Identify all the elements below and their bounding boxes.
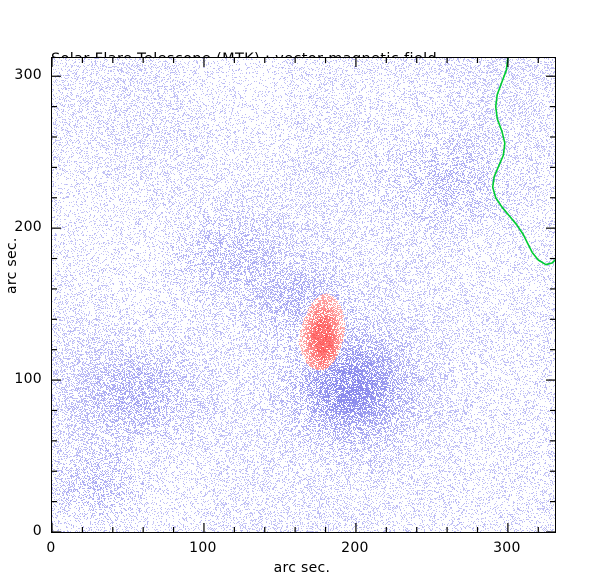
x-axis-title: arc sec. <box>273 560 331 576</box>
plot-area <box>51 57 556 533</box>
x-tick-label: 200 <box>341 540 369 556</box>
x-tick-label: 100 <box>189 540 217 556</box>
magnetogram-image <box>52 58 555 532</box>
y-tick-label: 100 <box>14 371 42 388</box>
x-tick-label: 300 <box>493 540 521 556</box>
y-tick-label: 300 <box>14 67 42 84</box>
x-tick-label: 0 <box>46 540 56 556</box>
y-tick-label: 0 <box>32 523 42 539</box>
y-axis-title: arc sec. <box>4 237 20 294</box>
y-tick-label: 200 <box>14 219 42 236</box>
